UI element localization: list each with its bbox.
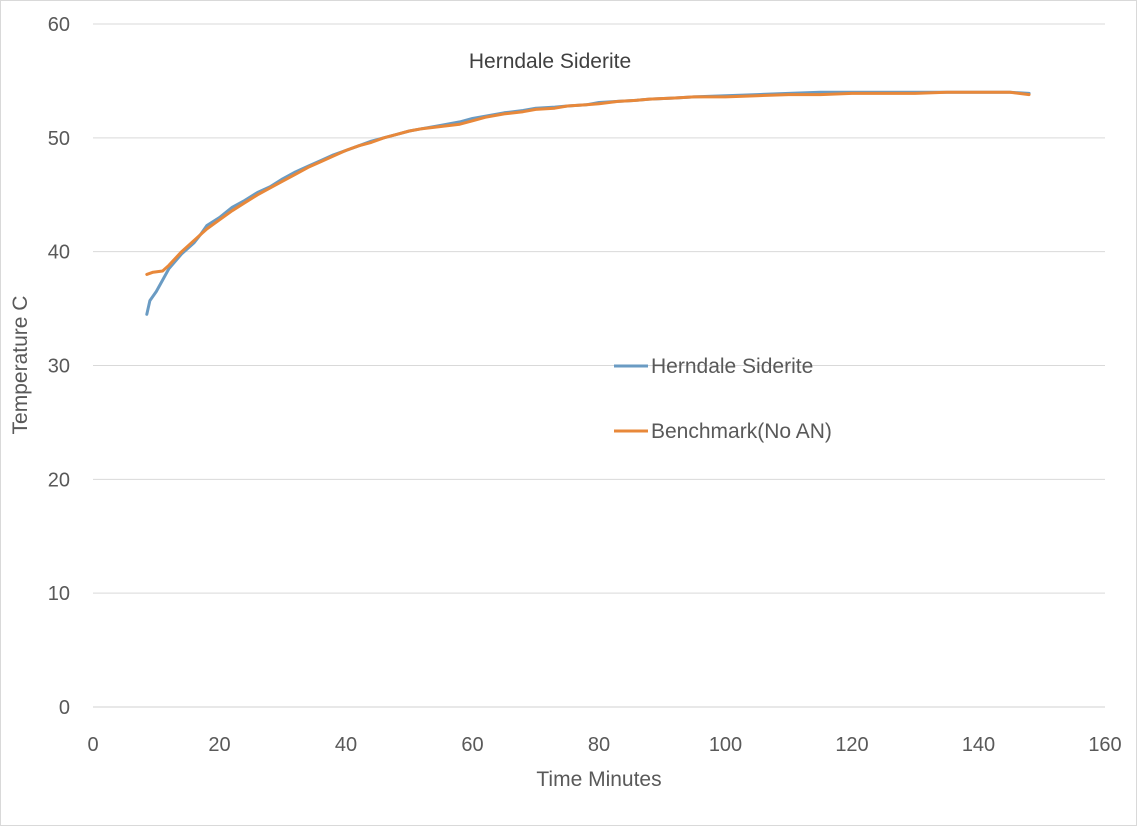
x-tick-label: 160 (1088, 734, 1121, 756)
y-tick-label: 60 (48, 14, 70, 36)
chart-title: Herndale Siderite (469, 50, 631, 73)
x-tick-labels: 0 20 40 60 80 100 120 140 160 (87, 734, 1121, 756)
y-tick-label: 10 (48, 583, 70, 605)
legend-label-herndale-siderite: Herndale Siderite (651, 355, 813, 378)
x-tick-label: 0 (87, 734, 98, 756)
legend-label-benchmark: Benchmark(No AN) (651, 420, 832, 443)
y-tick-label: 0 (59, 697, 70, 719)
series-lines (145, 90, 1031, 316)
x-tick-label: 140 (962, 734, 995, 756)
x-tick-label: 60 (461, 734, 483, 756)
y-axis-title: Temperature C (9, 296, 32, 435)
gridlines (93, 23, 1105, 708)
y-tick-labels: 0 10 20 30 40 50 60 (48, 14, 70, 719)
x-tick-label: 20 (208, 734, 230, 756)
x-tick-label: 120 (835, 734, 868, 756)
x-tick-label: 80 (588, 734, 610, 756)
series-line-1 (145, 90, 1031, 276)
x-tick-label: 100 (709, 734, 742, 756)
y-tick-label: 30 (48, 356, 70, 378)
y-tick-label: 40 (48, 242, 70, 264)
y-tick-label: 20 (48, 469, 70, 491)
y-tick-label: 50 (48, 128, 70, 150)
series-line-0 (145, 90, 1031, 316)
x-tick-label: 40 (335, 734, 357, 756)
legend: Herndale Siderite Benchmark(No AN) (614, 355, 832, 443)
x-axis-title: Time Minutes (536, 768, 661, 791)
